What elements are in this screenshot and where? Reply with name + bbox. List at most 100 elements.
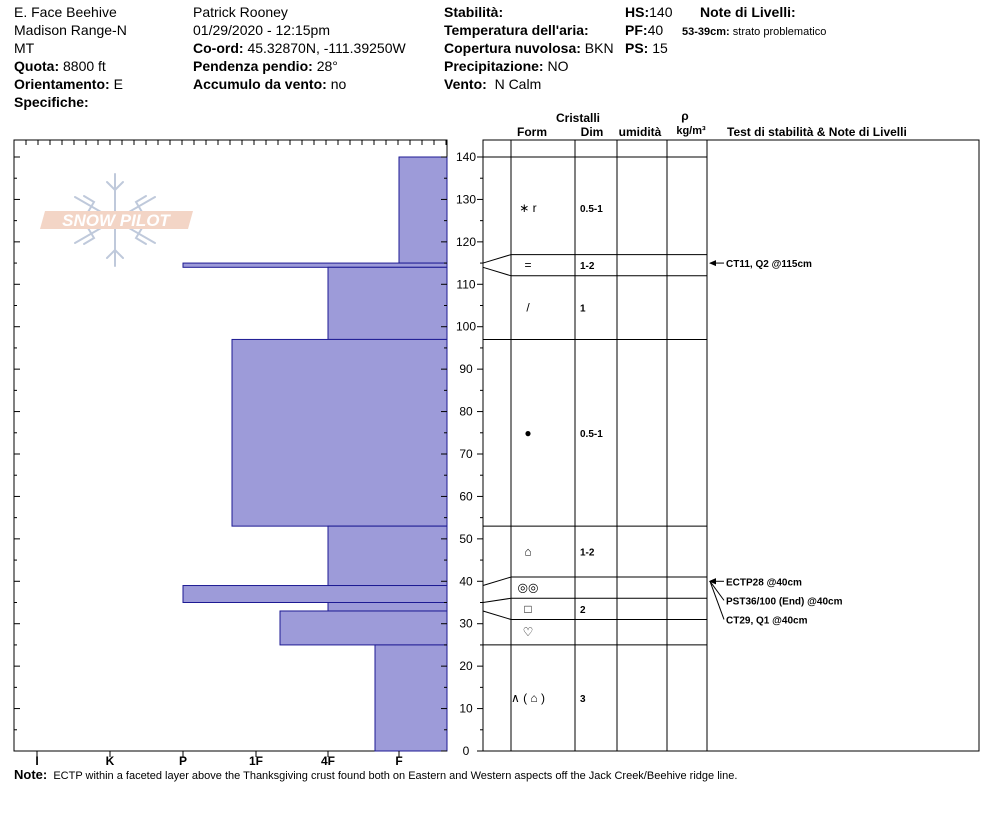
pf-label: PF: [625, 22, 648, 38]
orientamento-value: E [113, 76, 123, 92]
layer-connector [482, 597, 512, 603]
ps-field: PS: 15 [625, 40, 668, 57]
depth-tick-label: 100 [456, 320, 476, 334]
crystal-size-label: 0.5-1 [580, 204, 603, 215]
vento-label: Vento: [444, 76, 487, 92]
pendenza-field: Pendenza pendio: 28° [193, 58, 338, 75]
snowpilot-logo: SNOW PILOT [40, 173, 193, 267]
crystal-form-symbol: ⌂ [524, 545, 531, 559]
depth-tick-label: 120 [456, 235, 476, 249]
crystal-size-label: 1-2 [580, 261, 595, 272]
hardness-bar [398, 156, 448, 264]
accumulo-field: Accumulo da vento: no [193, 76, 346, 93]
column-headers: Cristalli Form Dim umidità ρ kg/m³ Test … [517, 109, 907, 139]
layer-grid-frame [482, 139, 980, 752]
quota-label: Quota: [14, 58, 60, 74]
stabilita-label: Stabilità: [444, 4, 504, 20]
observer-name: Patrick Rooney [193, 4, 288, 20]
depth-tick-label: 90 [459, 362, 473, 376]
layer-connector [482, 610, 512, 620]
hardness-axis: I K P 1F 4F F [13, 140, 447, 768]
note-livelli-label: Note di Livelli: [700, 4, 796, 20]
crystal-form-symbol: ∗ r [519, 201, 536, 215]
test-arrow-head [709, 260, 716, 267]
rho-header: ρ [681, 109, 688, 123]
hardness-bar [374, 644, 448, 752]
form-header: Form [517, 125, 547, 139]
depth-tick-label: 110 [456, 277, 475, 291]
hardness-tick-label: 1F [249, 754, 263, 768]
test-label: PST36/100 (End) @40cm [726, 596, 843, 607]
crystal-size-label: 0.5-1 [580, 429, 603, 440]
vento-field: Vento: N Calm [444, 76, 541, 93]
ps-label: PS: [625, 40, 649, 56]
hs-field: HS:140 [625, 4, 672, 21]
hardness-tick-label: K [106, 754, 115, 768]
hardness-bar [327, 525, 448, 587]
depth-tick-label: 30 [459, 617, 473, 631]
pendenza-value: 28° [316, 58, 338, 74]
coord-value: 45.32870N, -111.39250W [247, 40, 406, 56]
crystal-size-label: 3 [580, 694, 586, 705]
pendenza-label: Pendenza pendio: [193, 58, 313, 74]
cristalli-header: Cristalli [556, 111, 600, 125]
pf-value: 40 [647, 22, 664, 38]
depth-tick-label: 10 [459, 702, 473, 716]
coord-field: Co-ord: 45.32870N, -111.39250W [193, 40, 406, 57]
crystal-form-symbol: □ [524, 602, 531, 616]
hardness-tick-label: F [395, 754, 402, 768]
hs-value: 140 [649, 4, 673, 20]
hardness-bar [231, 338, 448, 527]
accumulo-label: Accumulo da vento: [193, 76, 327, 92]
layer-grid-columns [510, 140, 708, 751]
test-arrow-line [709, 581, 725, 620]
crystal-form-symbol: ∧ ( ⌂ ) [511, 691, 545, 705]
depth-tick-label: 50 [459, 532, 473, 546]
layer-connector [482, 254, 512, 264]
logo-banner [40, 211, 193, 229]
note-label: Note: [14, 767, 48, 782]
coord-label: Co-ord: [193, 40, 244, 56]
location-line-1: E. Face Beehive [14, 4, 117, 20]
location-line-3: MT [14, 40, 35, 56]
depth-tick-label: 70 [459, 447, 473, 461]
depth-tick-label: 130 [456, 192, 476, 206]
crystal-form-symbol: ◎◎ [518, 581, 539, 595]
hardness-bar [327, 602, 448, 612]
copertura-label: Copertura nuvolosa: [444, 40, 581, 56]
crystal-form-symbol: ♡ [523, 625, 534, 639]
precipitazione-field: Precipitazione: NO [444, 58, 568, 75]
hardness-tick-label: 4F [321, 754, 335, 768]
logo-text: SNOW PILOT [62, 211, 171, 230]
depth-tick-label: 60 [459, 489, 473, 503]
depth-tick-label: 40 [459, 574, 473, 588]
hardness-tick-label: I [35, 754, 38, 768]
test-arrow-head [709, 578, 716, 585]
layer-connector [482, 576, 512, 587]
depth-tick-label: 80 [459, 405, 473, 419]
hardness-tick-label: P [179, 754, 187, 768]
stability-tests: CT11, Q2 @115cm ECTP28 @40cm PST36/100 (En… [709, 259, 843, 626]
density-unit-header: kg/m³ [676, 125, 706, 137]
depth-tick-label: 0 [463, 744, 470, 758]
precipitazione-label: Precipitazione: [444, 58, 544, 74]
dim-header: Dim [581, 125, 604, 139]
depth-axis: 0 10 20 30 40 50 60 70 80 90 100 110 120 130 140 [14, 150, 483, 758]
crystal-size-label: 2 [580, 605, 586, 616]
crystal-rows: ∗ r 0.5-1 = 1-2 / 1 ● 0.5-1 ⌂ 1-2 ◎◎ □ 2 ♡ ∧ ( ⌂ ) 3 [511, 201, 603, 705]
depth-tick-label: 20 [459, 659, 473, 673]
test-arrow-line [709, 580, 725, 601]
precipitazione-value: NO [547, 58, 569, 74]
quota-value: 8800 ft [63, 58, 106, 74]
location-line-2: Madison Range-N [14, 22, 127, 38]
accumulo-value: no [330, 76, 347, 92]
copertura-value: BKN [584, 40, 614, 56]
pf-field: PF:40 [625, 22, 663, 39]
note-text: ECTP within a faceted layer above the Th… [53, 770, 738, 782]
note-livelli-text: strato problematico [732, 26, 827, 38]
hardness-bar [327, 266, 448, 340]
crystal-form-symbol: / [526, 301, 530, 315]
crystal-size-label: 1-2 [580, 548, 595, 559]
